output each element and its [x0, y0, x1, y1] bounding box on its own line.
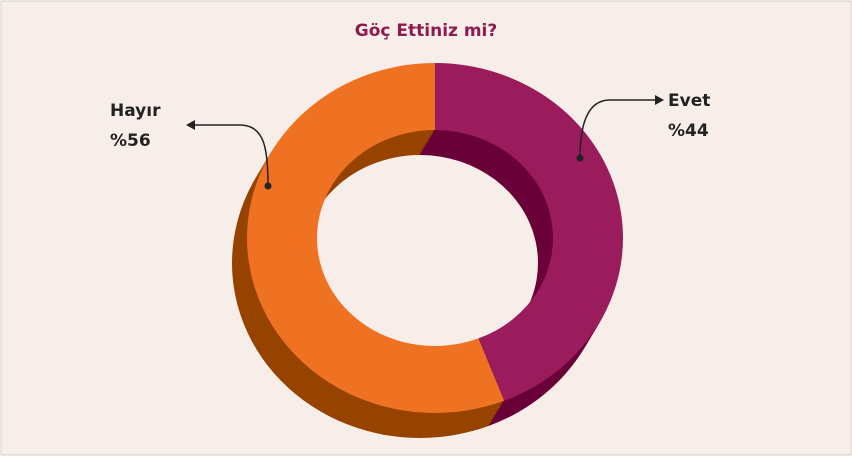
slice: [246, 63, 505, 413]
value-label: %44: [668, 121, 709, 141]
value-label: %56: [110, 131, 151, 151]
chart-title: Göç Ettiniz mi?: [355, 21, 497, 41]
donut: [231, 63, 623, 438]
legend-label: Evet: [668, 91, 710, 111]
callout-dot: [576, 154, 584, 162]
arrow-head: [186, 120, 195, 130]
callout-arrow: [195, 124, 269, 187]
callouts: [195, 99, 655, 187]
callout-dot: [264, 182, 272, 190]
arrow-head: [655, 95, 664, 105]
slice: [435, 63, 623, 401]
legend-label: Hayır: [110, 101, 161, 121]
callout-arrow: [579, 99, 655, 159]
